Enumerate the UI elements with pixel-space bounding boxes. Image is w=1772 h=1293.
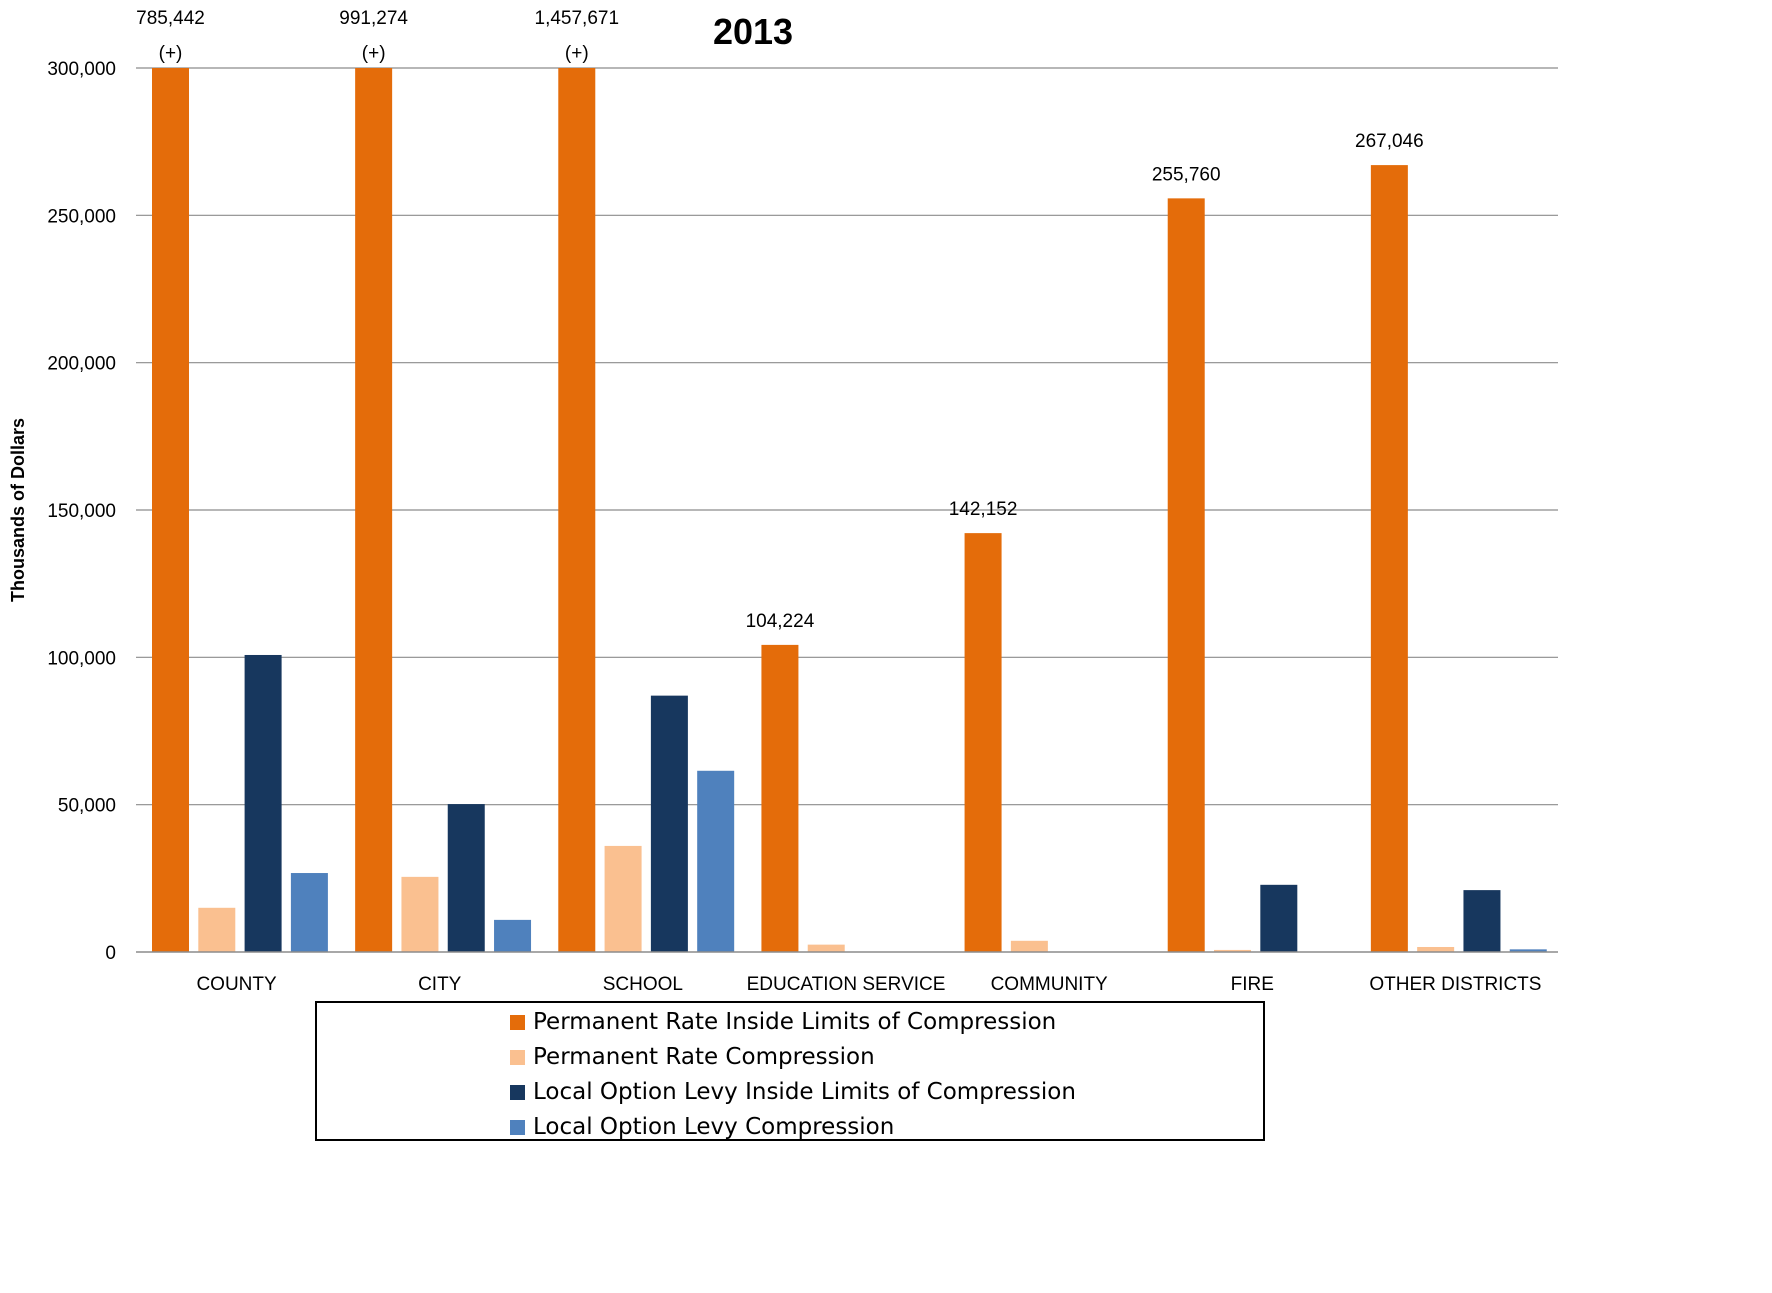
- data-label: 785,442: [136, 8, 205, 29]
- bar: [448, 804, 485, 952]
- legend: Permanent Rate Inside Limits of Compress…: [315, 1001, 1265, 1141]
- y-tick-label: 250,000: [47, 206, 116, 227]
- data-labels: 785,442 (+) 991,274 (+) 1,457,671 (+) 104,224 1…: [136, 8, 1424, 632]
- bar: [697, 771, 734, 952]
- y-tick-label: 150,000: [47, 501, 116, 522]
- legend-item: Local Option Levy Compression: [510, 1111, 894, 1143]
- bar: [245, 655, 282, 952]
- x-tick-label: OTHER DISTRICTS: [1369, 974, 1541, 995]
- legend-label: Permanent Rate Compression: [533, 1044, 875, 1070]
- y-tick-label: 300,000: [47, 59, 116, 80]
- x-tick-label: SCHOOL: [603, 974, 683, 995]
- bar: [1011, 941, 1048, 952]
- overflow-marker: (+): [159, 43, 183, 64]
- legend-label: Local Option Levy Compression: [533, 1114, 894, 1140]
- bar: [494, 920, 531, 952]
- bar: [401, 877, 438, 952]
- x-tick-label: CITY: [418, 974, 462, 995]
- legend-swatch: [510, 1085, 525, 1100]
- bar: [808, 945, 845, 952]
- legend-label: Permanent Rate Inside Limits of Compress…: [533, 1009, 1056, 1035]
- bar: [965, 533, 1002, 952]
- bar: [291, 873, 328, 952]
- y-axis-title: Thousands of Dollars: [8, 418, 28, 602]
- data-label: 991,274: [339, 8, 408, 29]
- legend-swatch: [510, 1015, 525, 1030]
- legend-item: Local Option Levy Inside Limits of Compr…: [510, 1076, 1076, 1108]
- legend-swatch: [510, 1120, 525, 1135]
- bar: [761, 645, 798, 952]
- data-label: 142,152: [949, 499, 1018, 520]
- y-tick-label: 200,000: [47, 354, 116, 375]
- y-tick-label: 50,000: [58, 796, 116, 817]
- overflow-marker: (+): [362, 43, 386, 64]
- bar: [1463, 890, 1500, 952]
- x-tick-label: COUNTY: [196, 974, 277, 995]
- legend-label: Local Option Levy Inside Limits of Compr…: [533, 1079, 1076, 1105]
- legend-swatch: [510, 1050, 525, 1065]
- bar: [558, 68, 595, 952]
- legend-item: Permanent Rate Inside Limits of Compress…: [510, 1006, 1056, 1038]
- legend-item: Permanent Rate Compression: [510, 1041, 875, 1073]
- data-label: 104,224: [746, 611, 815, 632]
- overflow-marker: (+): [565, 43, 589, 64]
- data-label: 255,760: [1152, 164, 1221, 185]
- bar: [152, 68, 189, 952]
- chart-title: 2013: [713, 11, 793, 52]
- bar: [1168, 198, 1205, 952]
- bar: [1417, 947, 1454, 952]
- bar: [198, 908, 235, 952]
- bar: [651, 696, 688, 952]
- y-tick-label: 100,000: [47, 648, 116, 669]
- gridlines: [136, 68, 1558, 805]
- bar: [355, 68, 392, 952]
- bar: [1260, 885, 1297, 952]
- data-label: 267,046: [1355, 131, 1424, 152]
- bar-chart: 785,442 (+) 991,274 (+) 1,457,671 (+) 104,224 1…: [0, 0, 1562, 1000]
- bar: [605, 846, 642, 952]
- x-tick-label: COMMUNITY: [991, 974, 1108, 995]
- bar: [1371, 165, 1408, 952]
- data-label: 1,457,671: [535, 8, 620, 29]
- y-tick-label: 0: [105, 943, 116, 964]
- x-tick-label: FIRE: [1231, 974, 1274, 995]
- x-tick-label: EDUCATION SERVICE: [747, 974, 946, 995]
